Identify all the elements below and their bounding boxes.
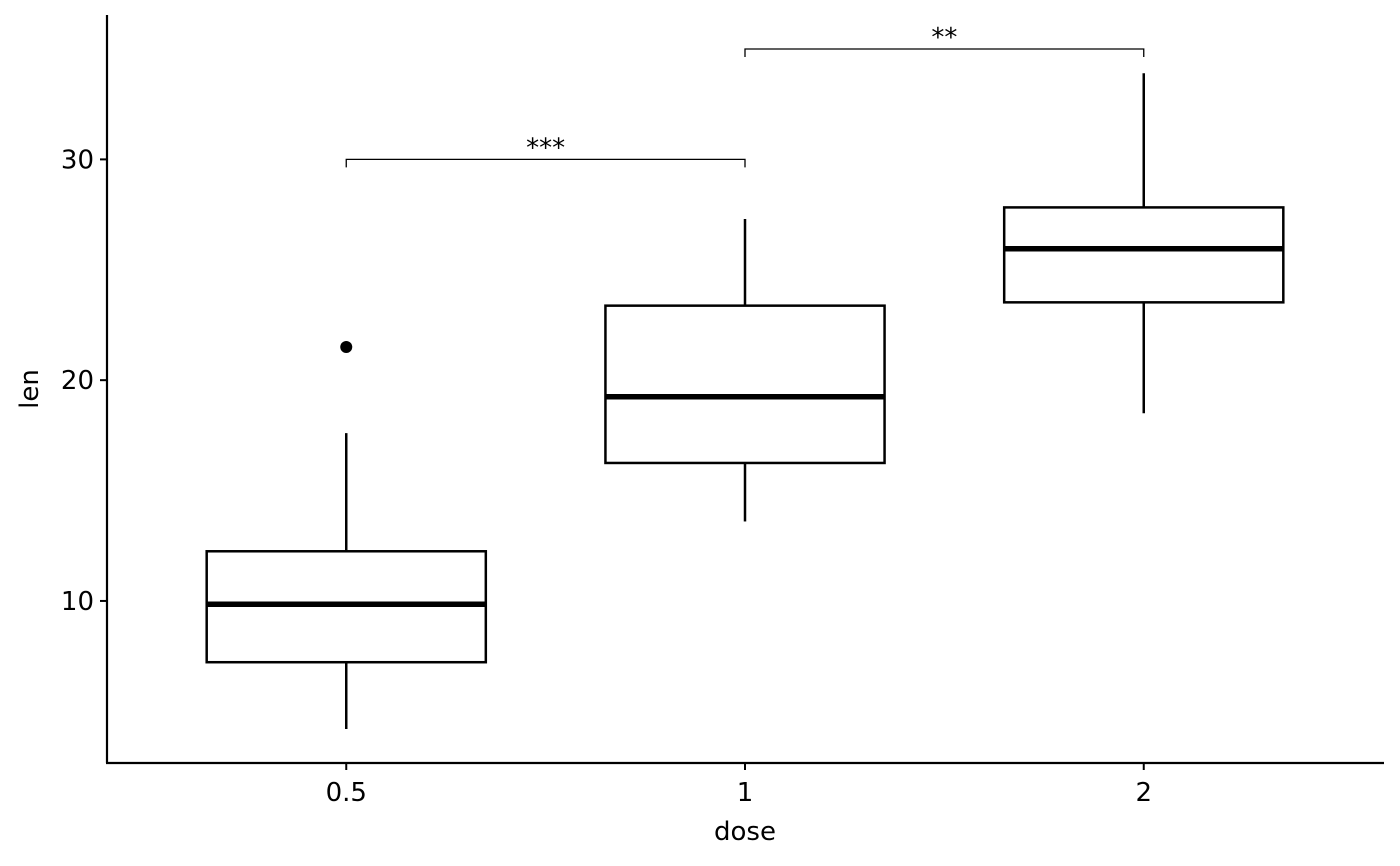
y-axis-title: len xyxy=(15,369,45,409)
y-tick-label: 30 xyxy=(61,145,94,175)
significance-bracket xyxy=(345,158,746,168)
x-tick-label: 1 xyxy=(737,778,754,808)
y-tick-label: 20 xyxy=(61,366,94,396)
x-tick-label: 2 xyxy=(1135,778,1152,808)
box xyxy=(604,304,886,465)
significance-label: *** xyxy=(526,133,565,163)
y-tick-label: 10 xyxy=(61,587,94,617)
significance-label: ** xyxy=(931,23,957,53)
outlier xyxy=(340,341,353,354)
box xyxy=(1002,206,1285,304)
significance-bracket xyxy=(744,48,1145,57)
x-axis-title: dose xyxy=(714,817,776,847)
x-tick-label: 0.5 xyxy=(326,778,367,808)
